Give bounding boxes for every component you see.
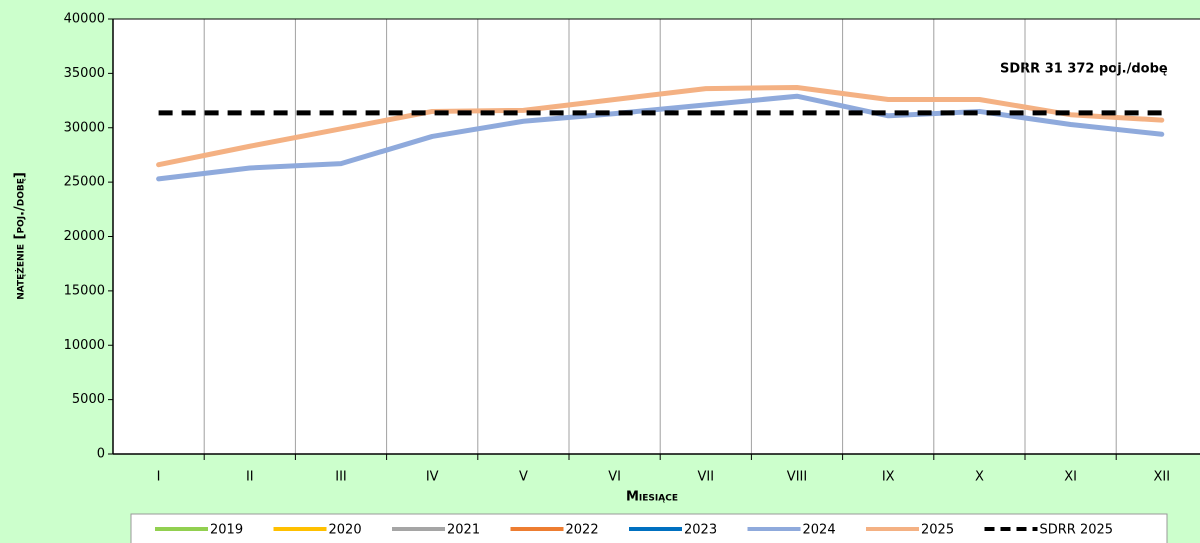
legend-label: 2022	[566, 523, 599, 538]
y-tick-label: 30000	[64, 120, 105, 135]
y-tick-label: 40000	[64, 12, 105, 27]
y-tick-label: 15000	[64, 283, 105, 298]
y-tick-label: 0	[97, 447, 105, 462]
legend-label: 2021	[447, 523, 480, 538]
y-axis-label: natężenie [poj./dobę]	[13, 172, 28, 300]
legend-label: 2024	[803, 523, 836, 538]
x-tick-label: VII	[698, 470, 715, 485]
x-tick-label: IV	[426, 470, 439, 485]
x-tick-label: X	[975, 470, 984, 485]
y-tick-label: 35000	[64, 66, 105, 81]
y-tick-label: 5000	[72, 392, 105, 407]
x-tick-label: VI	[608, 470, 621, 485]
x-tick-label: I	[157, 470, 161, 485]
x-tick-label: V	[519, 470, 528, 485]
x-axis-label: Miesiące	[626, 490, 678, 505]
x-tick-label: XII	[1154, 470, 1171, 485]
y-tick-label: 25000	[64, 175, 105, 190]
legend-label: 2019	[210, 523, 243, 538]
plot-area	[113, 19, 1200, 454]
legend-label: 2023	[684, 523, 717, 538]
x-tick-label: IX	[882, 470, 895, 485]
series-line	[156, 85, 1165, 168]
x-tick-label: XI	[1064, 470, 1077, 485]
legend-label: 2020	[329, 523, 362, 538]
legend-label: SDRR 2025	[1040, 523, 1114, 538]
legend-label: 2025	[921, 523, 954, 538]
y-tick-label: 10000	[64, 338, 105, 353]
annotation: SDRR 31 372 poj./dobę	[1000, 62, 1168, 77]
x-tick-label: II	[246, 470, 254, 485]
x-tick-label: III	[335, 470, 347, 485]
x-tick-label: VIII	[787, 470, 807, 485]
y-tick-label: 20000	[64, 229, 105, 244]
